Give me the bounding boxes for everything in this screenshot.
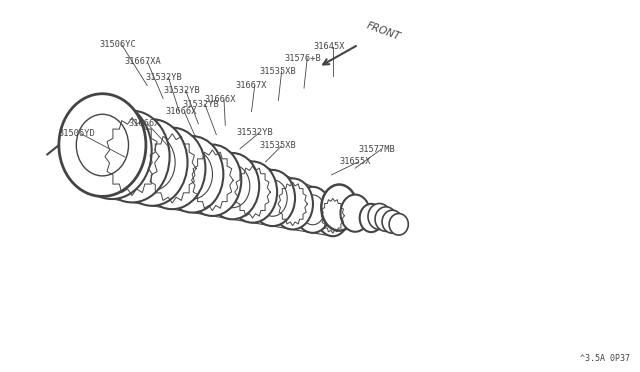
Ellipse shape xyxy=(368,203,391,230)
Ellipse shape xyxy=(360,204,383,232)
Ellipse shape xyxy=(72,102,152,199)
Text: 31667XA: 31667XA xyxy=(125,57,161,66)
Text: 31666X: 31666X xyxy=(165,107,196,116)
Text: 31667X: 31667X xyxy=(236,81,267,90)
Ellipse shape xyxy=(161,136,223,212)
Ellipse shape xyxy=(250,170,295,226)
Text: 31577MB: 31577MB xyxy=(358,145,395,154)
Text: 31506YD: 31506YD xyxy=(59,129,95,138)
Ellipse shape xyxy=(273,179,313,230)
Ellipse shape xyxy=(317,195,349,236)
Ellipse shape xyxy=(139,128,205,209)
Text: ^3.5A 0P37: ^3.5A 0P37 xyxy=(580,354,630,363)
Text: 31532YB: 31532YB xyxy=(182,100,219,109)
Ellipse shape xyxy=(375,207,397,231)
Ellipse shape xyxy=(389,214,408,235)
Text: 31532YB: 31532YB xyxy=(163,86,200,95)
Ellipse shape xyxy=(294,187,331,233)
Ellipse shape xyxy=(382,210,403,233)
Ellipse shape xyxy=(95,111,170,202)
Ellipse shape xyxy=(321,185,357,231)
Text: 31645X: 31645X xyxy=(314,42,345,51)
Ellipse shape xyxy=(59,94,146,196)
Text: 31535XB: 31535XB xyxy=(259,67,296,76)
Ellipse shape xyxy=(340,195,370,232)
Text: 31655X: 31655X xyxy=(339,157,371,166)
Text: 31666X: 31666X xyxy=(128,119,159,128)
Text: 31532YB: 31532YB xyxy=(237,128,273,137)
Ellipse shape xyxy=(116,119,188,206)
Ellipse shape xyxy=(205,153,259,219)
Text: 31506YC: 31506YC xyxy=(99,40,136,49)
Text: 31532YB: 31532YB xyxy=(146,73,182,81)
Text: 31666X: 31666X xyxy=(205,95,236,104)
Text: 31576+B: 31576+B xyxy=(285,54,321,63)
Text: 31535XB: 31535XB xyxy=(259,141,296,150)
Text: FRONT: FRONT xyxy=(365,20,401,42)
Ellipse shape xyxy=(228,161,277,223)
Ellipse shape xyxy=(184,145,241,216)
